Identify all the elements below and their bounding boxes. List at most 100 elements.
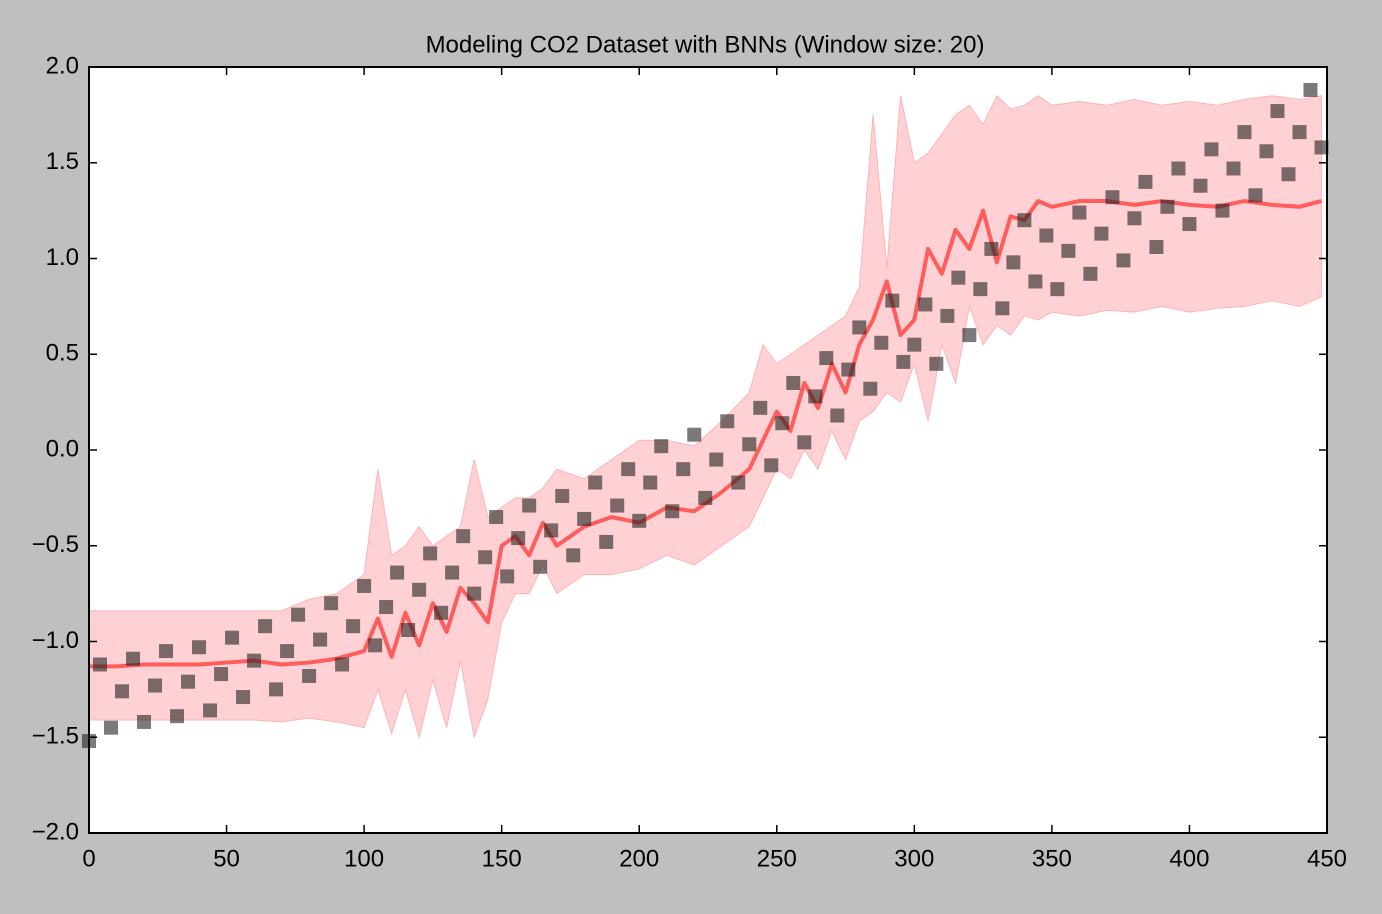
data-point — [1303, 82, 1318, 97]
data-point — [181, 674, 196, 689]
y-tick-label: 0.5 — [46, 340, 79, 367]
data-point — [269, 682, 284, 697]
data-point — [709, 452, 724, 467]
data-point — [302, 668, 317, 683]
x-tick-label: 450 — [1307, 845, 1347, 872]
data-point — [1039, 228, 1054, 243]
data-point — [1094, 226, 1109, 241]
data-point — [412, 582, 427, 597]
data-point — [962, 328, 977, 343]
data-point — [533, 559, 548, 574]
data-point — [445, 565, 460, 580]
data-point — [1116, 253, 1131, 268]
data-point — [764, 458, 779, 473]
data-point — [225, 630, 240, 645]
data-point — [852, 320, 867, 335]
x-tick-label: 50 — [213, 845, 240, 872]
data-point — [148, 678, 163, 693]
data-point — [93, 657, 108, 672]
x-tick-label: 300 — [894, 845, 934, 872]
data-point — [830, 408, 845, 423]
data-point — [643, 475, 658, 490]
data-point — [1050, 282, 1065, 297]
data-point — [1226, 161, 1241, 176]
data-point — [357, 578, 372, 593]
data-point — [599, 534, 614, 549]
data-point — [1281, 167, 1296, 182]
data-point — [577, 511, 592, 526]
x-tick-label: 200 — [619, 845, 659, 872]
data-point — [819, 351, 834, 366]
y-tick-label: 1.0 — [46, 244, 79, 271]
data-point — [786, 375, 801, 390]
data-point — [1182, 217, 1197, 232]
data-point — [280, 644, 295, 659]
y-tick-label: −2.0 — [32, 818, 79, 845]
x-tick-label: 250 — [757, 845, 797, 872]
data-point — [940, 308, 955, 323]
data-point — [995, 301, 1010, 316]
data-point — [1105, 190, 1120, 205]
data-point — [742, 437, 757, 452]
data-point — [1215, 203, 1230, 218]
data-point — [1028, 274, 1043, 289]
data-point — [478, 550, 493, 565]
data-point — [291, 607, 306, 622]
data-point — [522, 498, 537, 513]
data-point — [654, 439, 669, 454]
y-tick-label: −1.0 — [32, 627, 79, 654]
data-point — [423, 546, 438, 561]
data-point — [511, 531, 526, 546]
data-point — [1160, 199, 1175, 214]
data-point — [1138, 174, 1153, 189]
data-point — [731, 475, 746, 490]
data-point — [621, 462, 636, 477]
data-point — [665, 504, 680, 519]
data-point — [753, 400, 768, 415]
data-point — [489, 510, 504, 525]
data-point — [1259, 144, 1274, 159]
data-point — [610, 498, 625, 513]
x-tick-label: 400 — [1169, 845, 1209, 872]
data-point — [874, 335, 889, 350]
data-point — [896, 354, 911, 369]
data-point — [203, 703, 218, 718]
data-point — [687, 427, 702, 442]
data-point — [1149, 240, 1164, 255]
x-tick-label: 350 — [1032, 845, 1072, 872]
y-tick-label: −1.5 — [32, 723, 79, 750]
data-point — [104, 720, 119, 735]
data-point — [720, 414, 735, 429]
data-point — [467, 586, 482, 601]
data-point — [214, 667, 229, 682]
data-point — [544, 523, 559, 538]
data-point — [1171, 161, 1186, 176]
data-point — [247, 653, 262, 668]
data-point — [907, 337, 922, 352]
data-point — [192, 640, 207, 655]
data-point — [1292, 125, 1307, 140]
data-point — [170, 709, 185, 724]
data-point — [841, 362, 856, 377]
data-point — [456, 529, 471, 544]
data-point — [335, 657, 350, 672]
data-point — [324, 596, 339, 611]
data-point — [775, 416, 790, 431]
data-point — [126, 651, 141, 666]
data-point — [159, 644, 174, 659]
data-point — [863, 381, 878, 396]
data-point — [984, 241, 999, 256]
data-point — [1193, 178, 1208, 193]
data-point — [258, 619, 273, 634]
data-point — [566, 548, 581, 563]
x-tick-label: 0 — [82, 845, 95, 872]
data-point — [379, 600, 394, 615]
x-tick-label: 150 — [482, 845, 522, 872]
data-point — [698, 490, 713, 505]
data-point — [1270, 104, 1285, 119]
data-point — [555, 488, 570, 503]
data-point — [500, 569, 515, 584]
data-point — [632, 513, 647, 528]
